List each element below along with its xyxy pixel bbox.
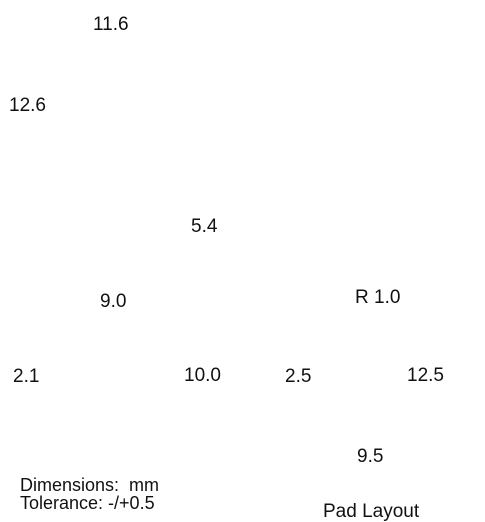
units-note: Dimensions: mm: [20, 475, 160, 495]
dimension-pad-height: 9.5: [357, 446, 384, 467]
dimension-window-height: 5.4: [191, 216, 218, 237]
dimension-left-height: 12.6: [9, 95, 46, 116]
dimension-overall-width: 12.5: [407, 365, 444, 386]
tolerance-note: Tolerance: -/+0.5: [20, 493, 155, 513]
drawing-notes: Dimensions: mm Tolerance: -/+0.5: [20, 476, 159, 512]
dimension-bottom-left: 2.1: [13, 366, 40, 387]
dimension-window-width: 9.0: [100, 291, 127, 312]
dimension-top-width: 11.6: [93, 14, 129, 35]
dimension-bottom-width: 10.0: [184, 365, 221, 386]
dimension-pad-gap: 2.5: [285, 366, 312, 387]
dimension-corner-radius: R 1.0: [355, 287, 401, 308]
pad-layout-caption: Pad Layout: [323, 501, 420, 522]
